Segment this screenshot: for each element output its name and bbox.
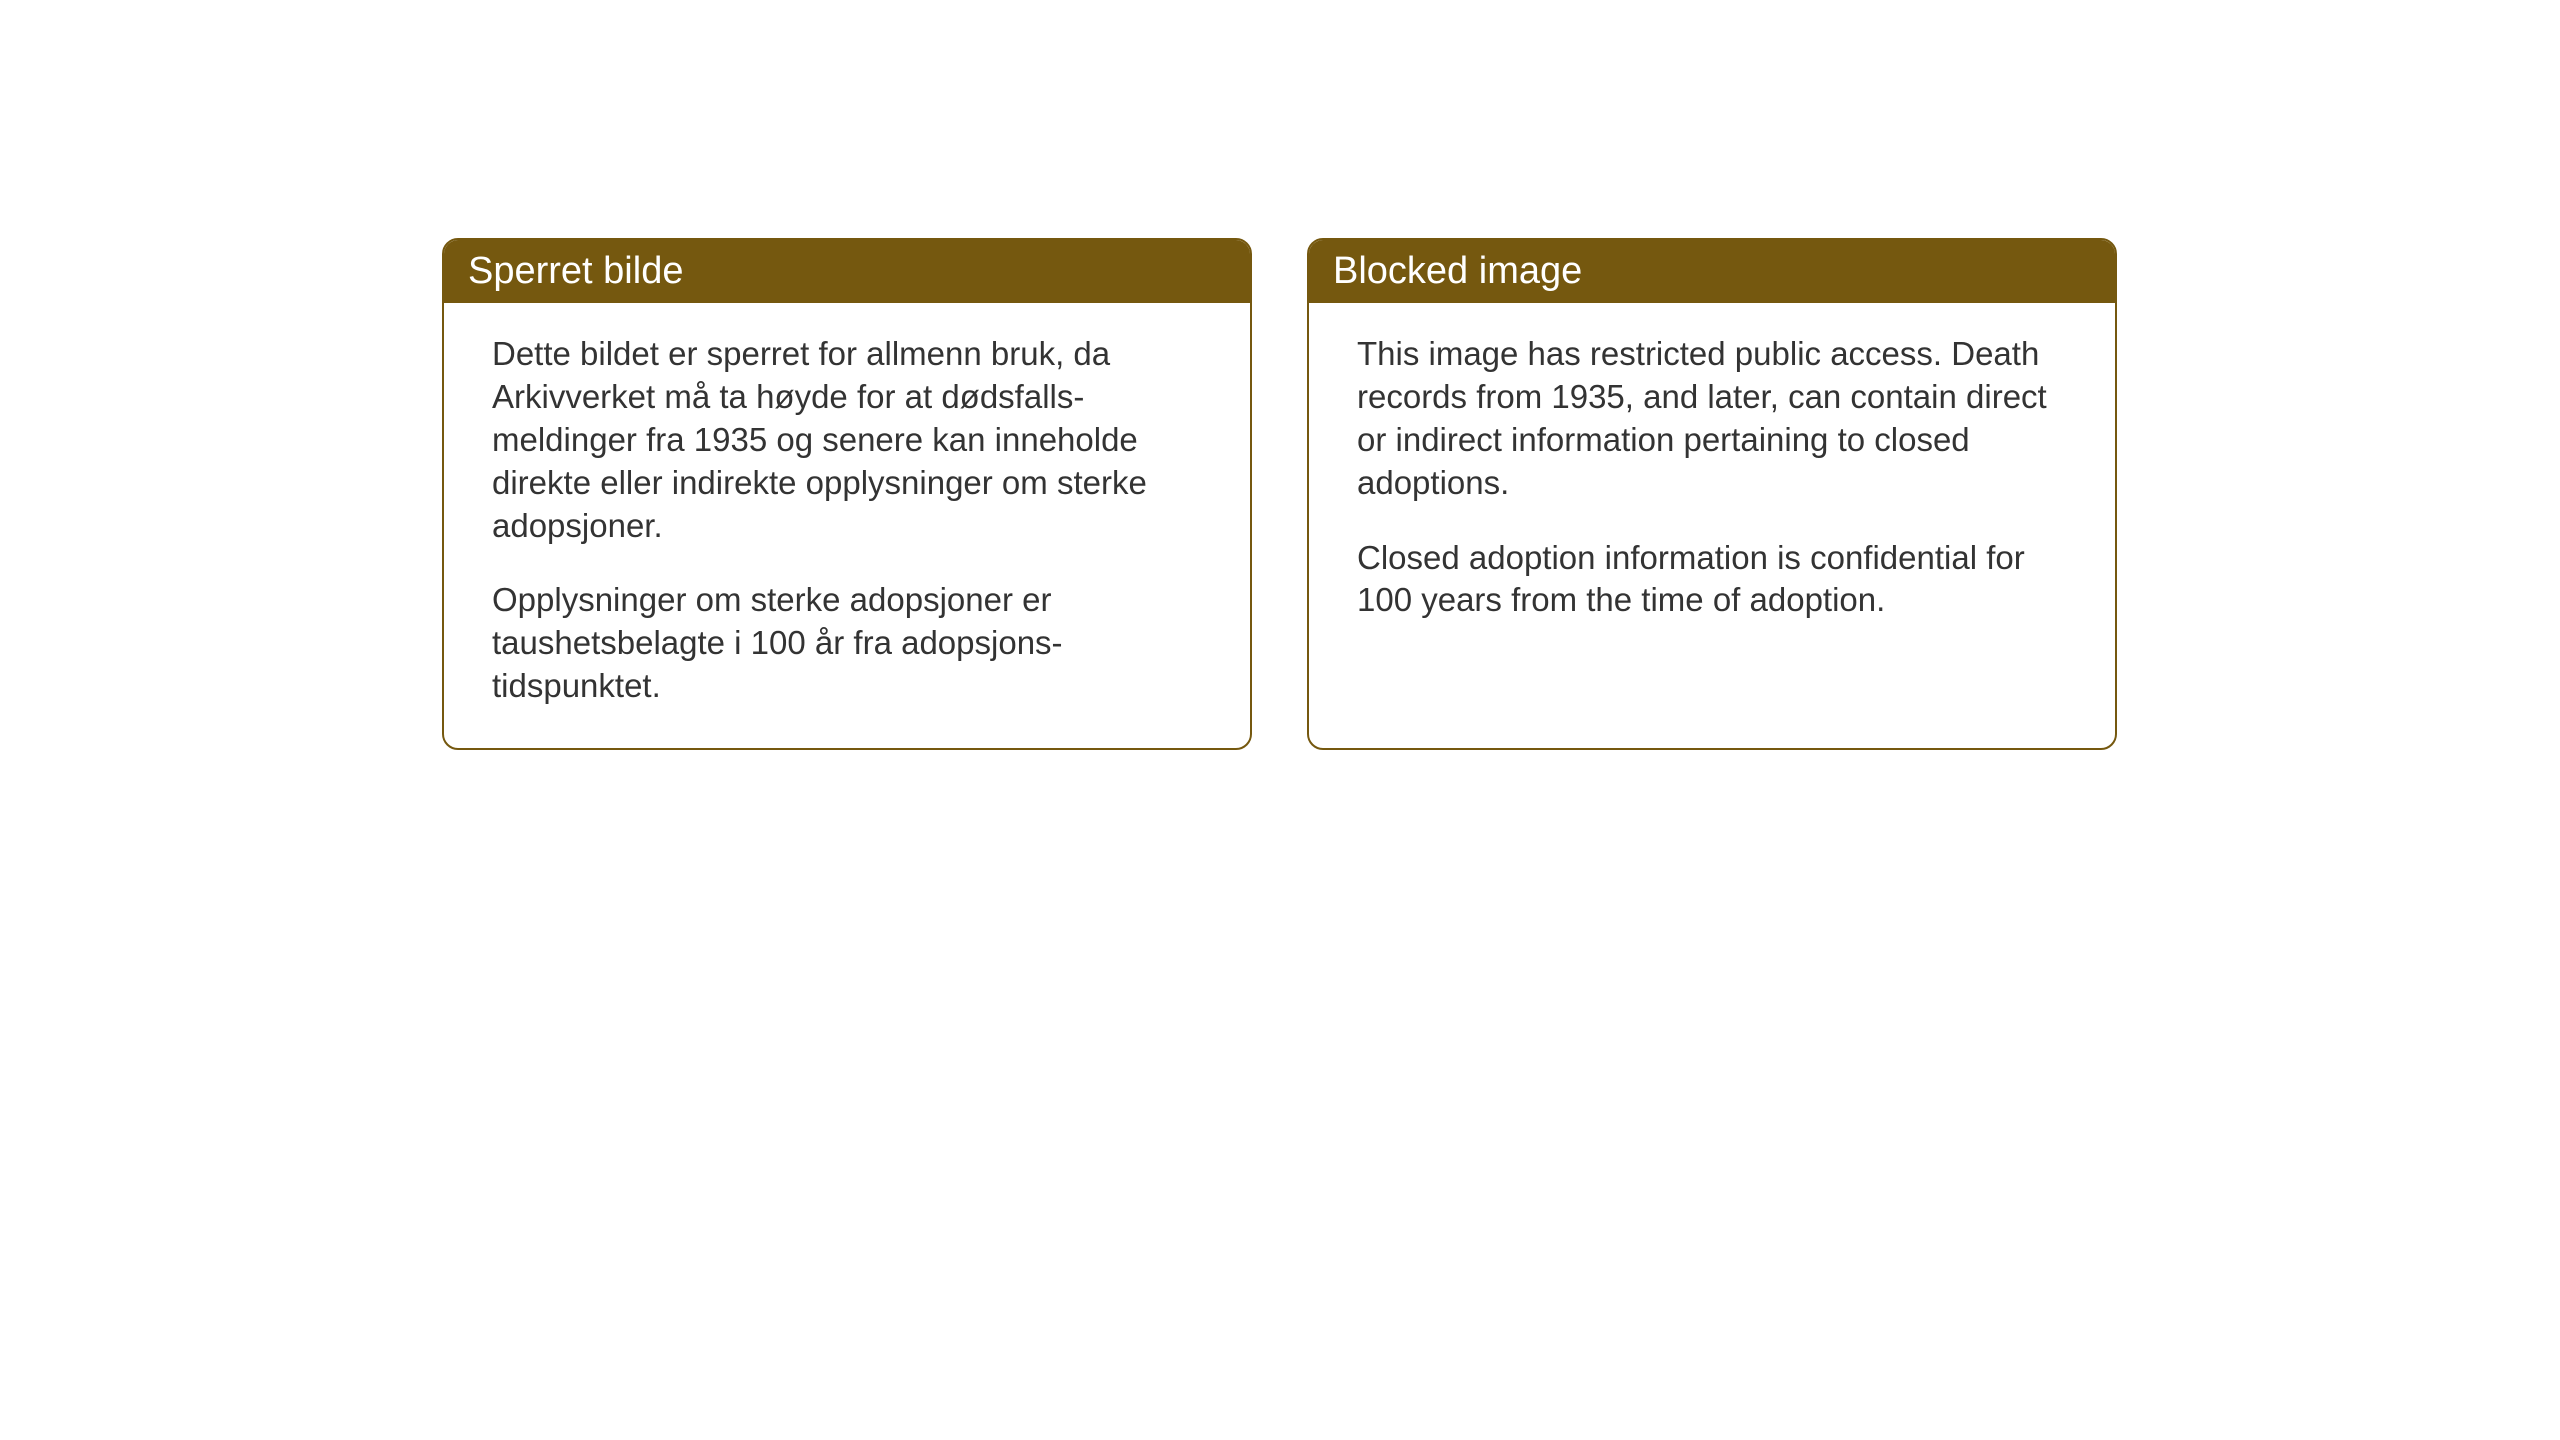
norwegian-card-body: Dette bildet er sperret for allmenn bruk… xyxy=(444,303,1250,748)
english-paragraph-2: Closed adoption information is confident… xyxy=(1357,537,2067,623)
english-paragraph-1: This image has restricted public access.… xyxy=(1357,333,2067,505)
norwegian-card-title: Sperret bilde xyxy=(444,240,1250,303)
english-card-title: Blocked image xyxy=(1309,240,2115,303)
english-notice-card: Blocked image This image has restricted … xyxy=(1307,238,2117,750)
norwegian-paragraph-2: Opplysninger om sterke adopsjoner er tau… xyxy=(492,579,1202,708)
notice-container: Sperret bilde Dette bildet er sperret fo… xyxy=(0,0,2560,750)
norwegian-paragraph-1: Dette bildet er sperret for allmenn bruk… xyxy=(492,333,1202,547)
norwegian-notice-card: Sperret bilde Dette bildet er sperret fo… xyxy=(442,238,1252,750)
english-card-body: This image has restricted public access.… xyxy=(1309,303,2115,662)
